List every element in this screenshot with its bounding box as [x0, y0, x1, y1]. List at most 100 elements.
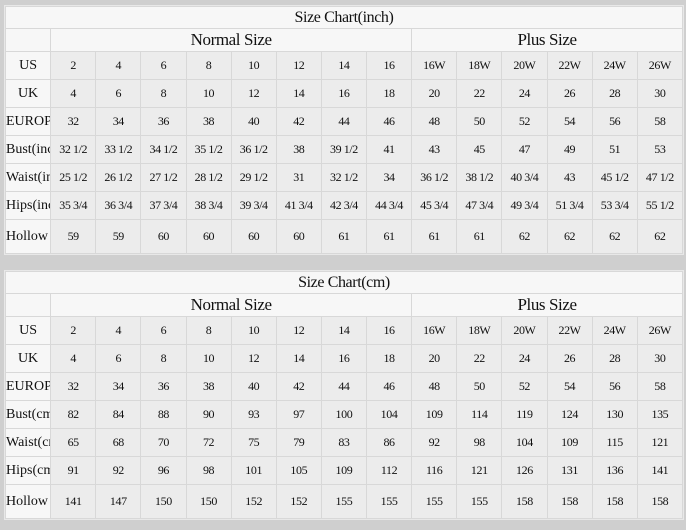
size-cell: 158	[501, 484, 548, 519]
size-cell: 36 1/2	[411, 163, 458, 192]
size-cell: 93	[230, 400, 277, 429]
row-label: Hips(inch)	[4, 191, 52, 220]
size-cell: 30	[636, 344, 684, 373]
size-cell: 35 3/4	[50, 191, 97, 220]
size-cell: 53 3/4	[591, 191, 638, 220]
size-cell: 75	[230, 428, 277, 457]
normal-size-header: Normal Size	[50, 28, 413, 52]
size-cell: 40	[230, 107, 277, 136]
size-cell: 24W	[591, 316, 638, 345]
size-cell: 109	[320, 456, 368, 485]
size-cell: 12	[275, 316, 322, 345]
size-cell: 16W	[411, 51, 458, 80]
size-cell: 18W	[456, 51, 503, 80]
size-cell: 86	[365, 428, 413, 457]
size-cell: 60	[230, 219, 277, 254]
size-cell: 33 1/2	[95, 135, 142, 164]
size-cell: 8	[185, 51, 232, 80]
size-cell: 100	[320, 400, 368, 429]
size-cell: 43	[411, 135, 458, 164]
size-cell: 44 3/4	[365, 191, 413, 220]
size-cell: 18	[365, 79, 413, 108]
size-cell: 39 3/4	[230, 191, 277, 220]
size-cell: 50	[456, 107, 503, 136]
size-cell: 101	[230, 456, 277, 485]
size-cell: 2	[50, 316, 97, 345]
size-cell: 32	[50, 372, 97, 401]
size-cell: 98	[456, 428, 503, 457]
size-cell: 42	[275, 107, 322, 136]
size-cell: 61	[365, 219, 413, 254]
size-cell: 121	[636, 428, 684, 457]
size-cell: 30	[636, 79, 684, 108]
size-cell: 24	[501, 79, 548, 108]
size-cell: 53	[636, 135, 684, 164]
table-row: Bust(inch)32 1/233 1/234 1/235 1/236 1/2…	[4, 135, 684, 164]
size-cell: 4	[50, 344, 97, 373]
size-cell: 38	[185, 372, 232, 401]
size-cell: 26W	[636, 51, 684, 80]
size-cell: 38	[275, 135, 322, 164]
size-cell: 27 1/2	[140, 163, 187, 192]
size-cell: 112	[365, 456, 413, 485]
size-cell: 22	[456, 344, 503, 373]
size-cell: 150	[185, 484, 232, 519]
size-cell: 47	[501, 135, 548, 164]
size-chart-inch: Size Chart(inch) Normal Size Plus Size US 2 4…	[4, 5, 684, 255]
size-cell: 46	[365, 107, 413, 136]
size-cell: 42 3/4	[320, 191, 368, 220]
size-cell: 40	[230, 372, 277, 401]
empty-cell	[4, 293, 52, 317]
size-cell: 155	[456, 484, 503, 519]
size-cell: 121	[456, 456, 503, 485]
size-cell: 50	[456, 372, 503, 401]
table-row: EUROPE3234363840424446485052545658	[4, 372, 684, 401]
size-cell: 62	[546, 219, 593, 254]
size-cell: 61	[411, 219, 458, 254]
row-label: EUROPE	[4, 107, 52, 136]
row-label: Bust(inch)	[4, 135, 52, 164]
size-cell: 31	[275, 163, 322, 192]
size-cell: 32 1/2	[50, 135, 97, 164]
size-cell: 155	[365, 484, 413, 519]
size-cell: 25 1/2	[50, 163, 97, 192]
size-cell: 136	[591, 456, 638, 485]
size-cell: 98	[185, 456, 232, 485]
size-cell: 104	[501, 428, 548, 457]
row-label: Hollow to Floor(cm)	[4, 484, 52, 519]
size-cell: 72	[185, 428, 232, 457]
size-cell: 36 1/2	[230, 135, 277, 164]
size-cell: 48	[411, 107, 458, 136]
size-cell: 62	[591, 219, 638, 254]
table-row: UK 4 6 8 10 12 14 16 18 20 22 24 26 28 30	[4, 344, 684, 373]
table-row: Hips(cm)91929698101105109112116121126131…	[4, 456, 684, 485]
table-row: Waist(cm)6568707275798386929810410911512…	[4, 428, 684, 457]
size-cell: 29 1/2	[230, 163, 277, 192]
table-row: US 2 4 6 8 10 12 14 16 16W 18W 20W 22W 24W 26W	[4, 316, 684, 345]
size-cell: 61	[320, 219, 368, 254]
size-cell: 38 3/4	[185, 191, 232, 220]
plus-size-header: Plus Size	[411, 293, 683, 317]
size-cell: 58	[636, 372, 684, 401]
size-cell: 26	[546, 344, 593, 373]
size-cell: 34 1/2	[140, 135, 187, 164]
size-cell: 24W	[591, 51, 638, 80]
size-cell: 135	[636, 400, 684, 429]
size-cell: 40 3/4	[501, 163, 548, 192]
row-label: Hollow to Floor(inch)	[4, 219, 52, 254]
size-cell: 36	[140, 372, 187, 401]
chart-title: Size Chart(inch)	[5, 6, 683, 29]
row-label: EUROPE	[4, 372, 52, 401]
size-cell: 12	[275, 51, 322, 80]
size-cell: 56	[591, 372, 638, 401]
size-cell: 47 3/4	[456, 191, 503, 220]
size-cell: 32	[50, 107, 97, 136]
size-cell: 14	[275, 344, 322, 373]
size-cell: 130	[591, 400, 638, 429]
size-cell: 147	[95, 484, 142, 519]
size-cell: 26W	[636, 316, 684, 345]
size-cell: 58	[636, 107, 684, 136]
table-row: Bust(cm)82848890939710010410911411912413…	[4, 400, 684, 429]
size-cell: 150	[140, 484, 187, 519]
size-cell: 10	[230, 51, 277, 80]
